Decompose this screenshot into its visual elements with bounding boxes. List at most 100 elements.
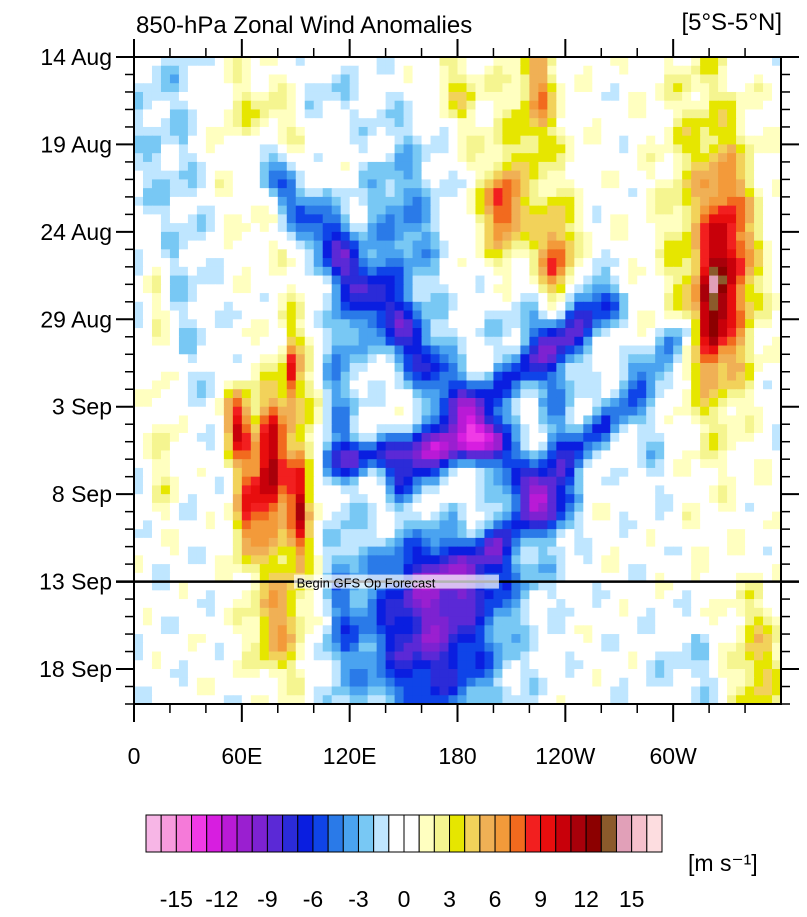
field-cell [412,336,423,347]
field-cell [709,424,719,434]
field-cell [538,258,548,268]
field-cell [268,161,279,172]
field-cell [457,336,468,347]
field-cell [205,65,216,76]
field-cell [745,275,755,285]
field-cell [196,328,207,338]
field-cell [502,616,513,626]
field-cell [232,625,243,635]
field-cell [151,634,162,644]
field-cell [682,91,692,102]
field-cell [691,432,701,443]
field-cell [466,135,477,146]
field-cell [583,135,593,146]
field-cell [520,319,530,329]
field-cell [160,555,171,565]
field-cell [151,328,162,338]
field-cell [529,57,539,67]
field-cell [637,161,647,172]
field-cell [430,91,441,102]
field-cell [466,441,477,452]
field-cell [385,389,396,399]
field-cell [763,319,773,329]
field-cell [529,546,539,556]
field-cell [574,153,584,163]
field-cell [691,275,701,285]
field-cell [565,459,575,469]
field-cell [610,485,620,495]
field-cell [394,223,405,233]
field-cell [736,467,746,478]
field-cell [340,607,351,618]
field-cell [700,74,710,84]
field-cell [439,529,450,539]
field-cell [412,284,423,294]
field-cell [646,502,656,513]
field-cell [664,406,674,417]
field-cell [466,284,477,294]
field-cell [439,126,450,137]
field-cell [682,511,692,521]
field-cell [772,319,781,329]
field-cell [619,109,629,119]
field-cell [169,223,180,233]
field-cell [457,511,468,521]
field-cell [529,74,539,84]
field-cell [475,258,486,268]
field-cell [628,126,638,137]
field-cell [646,205,656,215]
field-cell [709,196,719,207]
field-cell [295,74,306,84]
field-cell [430,397,441,408]
field-cell [610,380,620,390]
field-cell [142,502,153,513]
field-cell [322,546,333,556]
field-cell [547,57,557,67]
field-cell [700,345,710,355]
field-cell [502,345,513,355]
field-cell [493,485,504,495]
field-cell [340,529,351,539]
field-cell [601,161,611,172]
field-cell [322,205,333,215]
field-cell [268,205,279,215]
field-cell [565,424,575,434]
field-cell [214,406,225,417]
field-cell [700,109,710,119]
field-cell [673,599,683,609]
field-cell [223,520,234,530]
field-cell [772,223,781,233]
field-cell [691,354,701,364]
field-cell [673,467,683,478]
field-cell [340,363,351,373]
field-cell [134,196,144,207]
field-cell [700,467,710,478]
field-cell [367,65,378,76]
field-cell [178,651,189,661]
field-cell [277,520,288,530]
field-cell [160,502,171,513]
field-cell [457,196,468,207]
field-cell [313,599,324,609]
field-cell [673,345,683,355]
field-cell [574,529,584,539]
field-cell [520,616,530,626]
field-cell [376,266,387,277]
field-cell [682,616,692,626]
field-cell [547,607,557,618]
field-cell [403,651,414,661]
field-cell [376,363,387,373]
field-cell [313,249,324,259]
field-cell [529,476,539,487]
field-cell [556,57,566,67]
field-cell [619,564,629,574]
field-cell [745,651,755,661]
field-cell [547,144,557,154]
field-cell [214,450,225,460]
field-cell [529,616,539,626]
field-cell [412,179,423,189]
field-cell [493,100,504,111]
field-cell [583,529,593,539]
field-cell [134,223,144,233]
field-cell [286,144,297,154]
